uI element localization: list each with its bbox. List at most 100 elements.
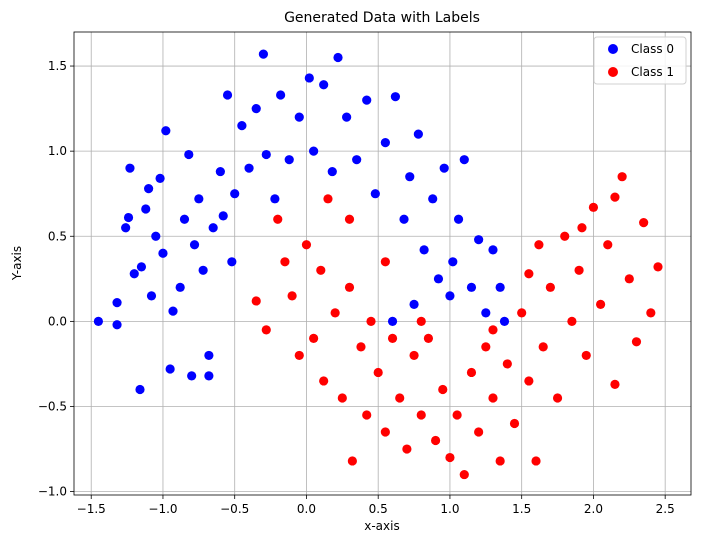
data-point-class-1 — [330, 308, 340, 318]
data-point-class-1 — [610, 379, 620, 389]
data-point-class-1 — [524, 269, 534, 279]
data-point-class-0 — [362, 95, 372, 105]
data-point-class-1 — [517, 308, 527, 318]
data-point-class-0 — [453, 214, 464, 224]
data-point-class-0 — [244, 163, 254, 173]
data-point-class-0 — [135, 384, 145, 395]
data-point-class-0 — [175, 282, 185, 292]
data-point-class-0 — [405, 172, 415, 182]
data-point-class-0 — [499, 316, 510, 326]
data-point-class-0 — [204, 371, 214, 381]
data-point-class-1 — [416, 410, 426, 420]
data-point-class-0 — [121, 223, 131, 233]
data-point-class-0 — [276, 90, 286, 100]
y-tick-label: −1.0 — [38, 485, 67, 499]
data-point-class-1 — [653, 262, 663, 272]
data-point-class-0 — [237, 121, 247, 131]
data-point-class-0 — [474, 235, 484, 245]
plot-frame — [73, 31, 692, 496]
data-point-class-1 — [373, 367, 383, 378]
data-point-class-1 — [323, 194, 333, 204]
data-point-class-1 — [402, 444, 412, 454]
data-point-class-0 — [112, 298, 122, 308]
data-point-class-1 — [395, 393, 405, 403]
data-point-class-0 — [445, 291, 455, 301]
data-point-class-1 — [387, 333, 398, 343]
data-point-class-1 — [481, 342, 491, 352]
data-point-class-1 — [301, 240, 312, 250]
data-point-class-1 — [273, 214, 283, 224]
data-point-class-1 — [337, 393, 347, 403]
data-point-class-0 — [151, 231, 161, 241]
data-point-class-1 — [495, 456, 505, 466]
legend-marker-class-1 — [608, 67, 618, 77]
data-point-class-1 — [567, 316, 577, 326]
data-points — [93, 49, 663, 480]
data-point-class-1 — [596, 299, 606, 309]
data-point-class-1 — [588, 202, 599, 212]
data-point-class-1 — [560, 231, 570, 241]
data-point-class-0 — [158, 248, 168, 258]
data-point-class-1 — [631, 337, 642, 347]
legend-marker-class-0 — [608, 44, 618, 54]
x-tick-label: 0.5 — [369, 502, 388, 516]
data-point-class-0 — [204, 350, 214, 361]
x-tick-label: −1.0 — [148, 502, 177, 516]
data-point-class-1 — [452, 410, 462, 420]
data-point-class-1 — [344, 214, 355, 224]
data-point-class-0 — [294, 112, 304, 122]
data-point-class-1 — [524, 376, 534, 386]
data-point-class-1 — [617, 172, 627, 182]
data-point-class-0 — [390, 92, 401, 102]
data-point-class-0 — [251, 103, 261, 114]
data-point-class-0 — [261, 149, 271, 160]
x-tick-label: 2.5 — [656, 502, 675, 516]
x-axis-title: x-axis — [364, 519, 399, 533]
data-point-class-1 — [445, 452, 455, 463]
y-tick-label: −0.5 — [38, 399, 67, 413]
data-point-class-0 — [319, 80, 329, 90]
data-point-class-0 — [380, 138, 390, 148]
data-point-class-1 — [416, 316, 426, 326]
y-tick-label: 0.5 — [48, 229, 67, 243]
data-point-class-1 — [509, 418, 520, 429]
data-point-class-1 — [552, 393, 563, 403]
data-point-class-0 — [439, 163, 449, 173]
data-point-class-1 — [534, 240, 544, 250]
data-point-class-1 — [488, 393, 498, 403]
data-point-class-1 — [347, 456, 357, 466]
data-point-class-1 — [294, 350, 304, 361]
data-point-class-1 — [488, 325, 498, 335]
data-point-class-1 — [639, 218, 649, 228]
data-point-class-1 — [430, 435, 441, 446]
data-point-class-0 — [459, 155, 469, 165]
data-point-class-0 — [187, 371, 197, 381]
legend-label-class-1: Class 1 — [631, 65, 674, 79]
data-point-class-1 — [646, 308, 656, 318]
data-point-class-1 — [366, 316, 376, 326]
data-point-class-0 — [198, 265, 208, 275]
data-point-class-1 — [423, 333, 434, 343]
data-point-class-0 — [333, 52, 343, 63]
legend: Class 0 Class 1 — [593, 36, 687, 85]
data-point-class-0 — [428, 194, 438, 204]
data-point-class-0 — [270, 194, 280, 204]
data-point-class-0 — [218, 211, 228, 221]
legend-label-class-0: Class 0 — [631, 42, 674, 56]
data-point-class-0 — [433, 274, 444, 284]
data-point-class-1 — [409, 350, 419, 361]
data-point-class-0 — [342, 112, 352, 122]
data-point-class-0 — [179, 214, 190, 224]
data-point-class-0 — [227, 257, 237, 267]
data-point-class-1 — [531, 456, 541, 466]
data-point-class-1 — [261, 325, 271, 335]
data-point-class-0 — [304, 73, 314, 83]
data-point-class-1 — [574, 265, 584, 275]
data-point-class-0 — [161, 126, 171, 136]
data-point-class-0 — [141, 204, 151, 214]
data-point-class-1 — [380, 427, 390, 437]
data-point-class-1 — [624, 274, 634, 284]
data-point-class-0 — [189, 240, 200, 250]
data-point-class-0 — [413, 129, 423, 139]
